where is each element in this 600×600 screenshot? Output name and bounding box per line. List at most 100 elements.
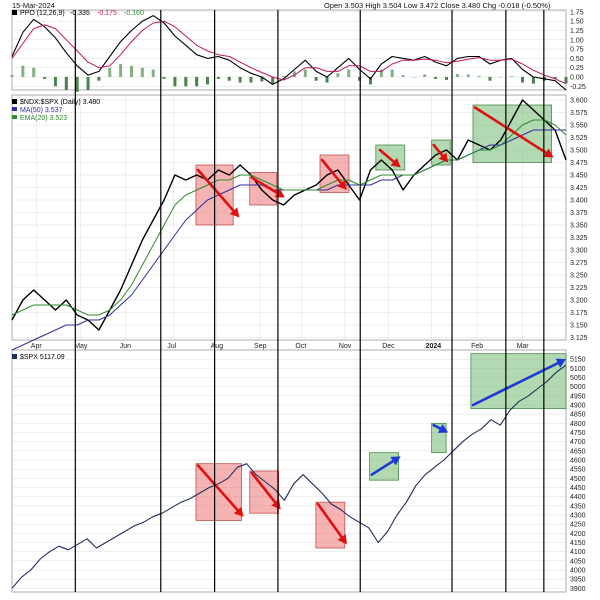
- ratio-y-tick-label: 3.525: [570, 135, 588, 142]
- bear-arrow: [316, 502, 347, 545]
- x-tick-label: Jun: [120, 343, 131, 350]
- ppo-y-tick-label: 1.50: [570, 19, 584, 26]
- spx-y-tick-label: 4800: [570, 421, 586, 428]
- header-date: 15-Mar-2024: [12, 1, 55, 10]
- histogram-bar: [325, 76, 329, 83]
- spx-legend-label: $SPX 5117.09: [20, 354, 65, 361]
- chart-header: 15-Mar-2024 Open 3.503 High 3.504 Low 3.…: [12, 1, 551, 10]
- bear-arrow: [320, 158, 347, 190]
- ratio-legend-label: $NDX:$SPX (Daily) 3.480: [20, 99, 100, 106]
- spx-y-tick-label: 4900: [570, 403, 586, 410]
- ppo-y-tick-label: 0.25: [570, 65, 584, 72]
- spx-y-tick-label: 4550: [570, 467, 586, 474]
- arrow-shaft: [316, 502, 343, 539]
- histogram-bar: [564, 76, 568, 84]
- ratio-legend: $NDX:$SPX (Daily) 3.480 MA(50) 3.537 EMA…: [12, 99, 100, 122]
- ppo-y-tick-label: 0.50: [570, 56, 584, 63]
- bear-arrow: [432, 143, 449, 163]
- histogram-bar: [303, 69, 307, 77]
- x-tick-label: 2024: [426, 343, 442, 350]
- histogram-bar: [129, 65, 133, 77]
- arrow-head: [390, 157, 401, 168]
- spx-y-tick-label: 4700: [570, 439, 586, 446]
- signal-line: [11, 20, 567, 85]
- ppo-legend-value-2: -0.175: [97, 10, 117, 17]
- ppo-y-tick-label: 1.25: [570, 28, 584, 35]
- ratio-y-tick-label: 3.600: [570, 98, 588, 105]
- histogram-bar: [423, 74, 427, 77]
- spx-panel-frame: [11, 349, 567, 593]
- ratio-y-tick-label: 3.150: [570, 323, 588, 330]
- spx-y-tick-label: 4750: [570, 430, 586, 437]
- ratio-y-tick-label: 3.200: [570, 298, 588, 305]
- bear-arrow: [196, 168, 240, 218]
- histogram-bar: [455, 74, 459, 77]
- header-quote: Open 3.503 High 3.504 Low 3.472 Close 3.…: [324, 1, 551, 10]
- arrow-head: [437, 423, 449, 433]
- x-tick-label: Apr: [31, 343, 43, 350]
- ppo-legend-value-1: -0.335: [70, 10, 90, 17]
- histogram-bar: [466, 74, 470, 77]
- spx-y-tick-label: 4150: [570, 540, 586, 547]
- arrow-head: [229, 207, 240, 218]
- histogram-bar: [21, 65, 25, 77]
- histogram-bar: [97, 76, 101, 81]
- histogram-bar: [64, 76, 68, 90]
- arrow-shaft: [320, 158, 343, 185]
- arrow-head: [543, 148, 554, 158]
- arrow-shaft: [196, 464, 239, 512]
- ppo-histogram: [10, 63, 568, 92]
- arrow-head: [555, 358, 566, 368]
- x-tick-label: May: [74, 343, 88, 350]
- ratio-y-tick-label: 3.175: [570, 310, 588, 317]
- x-tick-label: Aug: [211, 343, 224, 350]
- spx-y-tick-label: 3900: [570, 586, 586, 593]
- spx-line: [11, 364, 567, 589]
- histogram-bar: [347, 69, 351, 77]
- histogram-bar: [336, 73, 340, 77]
- histogram-bar: [260, 76, 264, 82]
- histogram-bar: [75, 76, 79, 92]
- histogram-bar: [390, 69, 394, 77]
- ratio-y-tick-label: 3.300: [570, 248, 588, 255]
- spx-y-tick-label: 5050: [570, 375, 586, 382]
- period-separators: [74, 10, 545, 592]
- spx-legend-swatch: [12, 354, 17, 359]
- ema20-legend-swatch: [12, 115, 17, 119]
- spx-y-tick-label: 4950: [570, 393, 586, 400]
- ppo-legend: PPO (12,26,9) -0.335 -0.175 -0.160: [12, 10, 144, 17]
- ma50-legend-swatch: [12, 107, 17, 111]
- histogram-bar: [477, 75, 481, 77]
- histogram-bar: [151, 69, 155, 77]
- histogram-bar: [162, 76, 166, 79]
- histogram-bar: [195, 76, 199, 87]
- spx-y-tick-label: 4050: [570, 558, 586, 565]
- histogram-bar: [216, 76, 220, 79]
- ratio-y-tick-label: 3.325: [570, 235, 588, 242]
- x-tick-label: Mar: [517, 343, 530, 350]
- bull-arrow: [370, 456, 401, 476]
- ratio-y-tick-label: 3.250: [570, 273, 588, 280]
- ratio-y-tick-label: 3.425: [570, 185, 588, 192]
- ratio-y-tick-label: 3.575: [570, 110, 588, 117]
- x-tick-label: Jul: [167, 343, 176, 350]
- x-tick-label: Feb: [471, 343, 483, 350]
- arrow-shaft: [196, 168, 235, 213]
- spx-y-tick-label: 4400: [570, 494, 586, 501]
- annotation-boxes: [195, 104, 567, 549]
- ppo-y-tick-label: 1.00: [570, 37, 584, 44]
- spx-y-tick-label: 4100: [570, 549, 586, 556]
- x-tick-label: Nov: [339, 343, 352, 350]
- spx-y-tick-label: 5000: [570, 384, 586, 391]
- ratio-y-tick-label: 3.475: [570, 160, 588, 167]
- histogram-bar: [32, 67, 36, 77]
- arrow-head: [337, 179, 347, 190]
- spx-legend: $SPX 5117.09: [12, 354, 65, 361]
- ppo-legend-value-3: -0.160: [124, 10, 144, 17]
- spx-y-tick-label: 4600: [570, 458, 586, 465]
- ppo-legend-swatch: [12, 10, 17, 15]
- ratio-y-tick-label: 3.550: [570, 123, 588, 130]
- ratio-y-tick-label: 3.400: [570, 198, 588, 205]
- bear-arrow: [473, 106, 554, 158]
- spx-y-tick-label: 3950: [570, 577, 586, 584]
